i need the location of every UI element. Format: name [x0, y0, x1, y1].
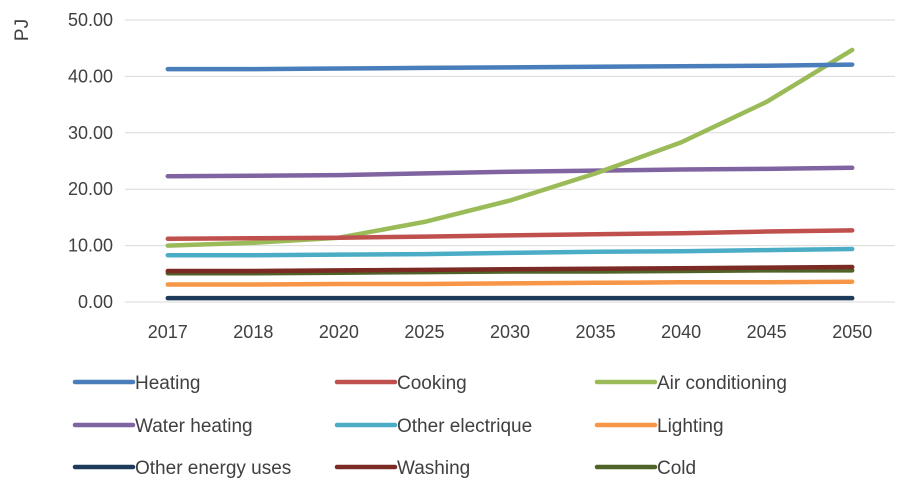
legend-item: Cooking	[334, 373, 467, 394]
x-tick-label: 2035	[576, 322, 616, 342]
legend-label: Water heating	[135, 416, 253, 437]
legend-item: Water heating	[72, 416, 253, 437]
x-tick-label: 2025	[404, 322, 444, 342]
legend-label: Washing	[397, 458, 470, 479]
x-tick-label: 2030	[490, 322, 530, 342]
legend-item: Washing	[334, 458, 470, 479]
legend-label: Heating	[135, 373, 201, 394]
x-tick-label: 2050	[832, 322, 872, 342]
series-line-air-conditioning	[165, 47, 855, 248]
legend: Heating Cooking Air conditioning Water heat…	[72, 373, 787, 479]
series-line-washing	[165, 264, 855, 274]
legend-item: Air conditioning	[594, 373, 787, 394]
y-axis-title: PJ	[12, 19, 33, 41]
y-tick-label: 0.00	[78, 292, 113, 312]
x-tick-label: 2018	[233, 322, 273, 342]
legend-label: Other energy uses	[135, 458, 291, 479]
x-axis-tick-labels: 2017 2018 2020 2025 2030 2035 2040 2045 2050	[148, 322, 872, 342]
y-tick-label: 30.00	[68, 123, 113, 143]
series-lines	[165, 47, 855, 301]
series-line-water-heating	[165, 165, 855, 179]
legend-label: Lighting	[657, 416, 724, 437]
legend-item: Lighting	[594, 416, 724, 437]
series-line-cooking	[165, 228, 855, 242]
x-tick-label: 2017	[148, 322, 188, 342]
legend-label: Cooking	[397, 373, 467, 394]
y-tick-label: 50.00	[68, 10, 113, 30]
x-tick-label: 2040	[661, 322, 701, 342]
legend-item: Other electrique	[334, 416, 532, 437]
x-tick-label: 2045	[747, 322, 787, 342]
series-line-heating	[165, 62, 855, 72]
series-line-lighting	[165, 279, 855, 287]
gridlines	[125, 19, 895, 247]
legend-item: Other energy uses	[72, 458, 291, 479]
legend-label: Other electrique	[397, 416, 532, 437]
y-tick-label: 20.00	[68, 179, 113, 199]
legend-item: Cold	[594, 458, 696, 479]
y-axis-tick-labels: 0.00 10.00 20.00 30.00 40.00 50.00	[68, 10, 113, 312]
y-tick-label: 10.00	[68, 236, 113, 256]
legend-label: Cold	[657, 458, 696, 479]
legend-label: Air conditioning	[657, 373, 787, 394]
x-tick-label: 2020	[319, 322, 359, 342]
y-tick-label: 40.00	[68, 66, 113, 86]
legend-item: Heating	[72, 373, 201, 394]
series-line-other-electrique	[165, 246, 855, 258]
